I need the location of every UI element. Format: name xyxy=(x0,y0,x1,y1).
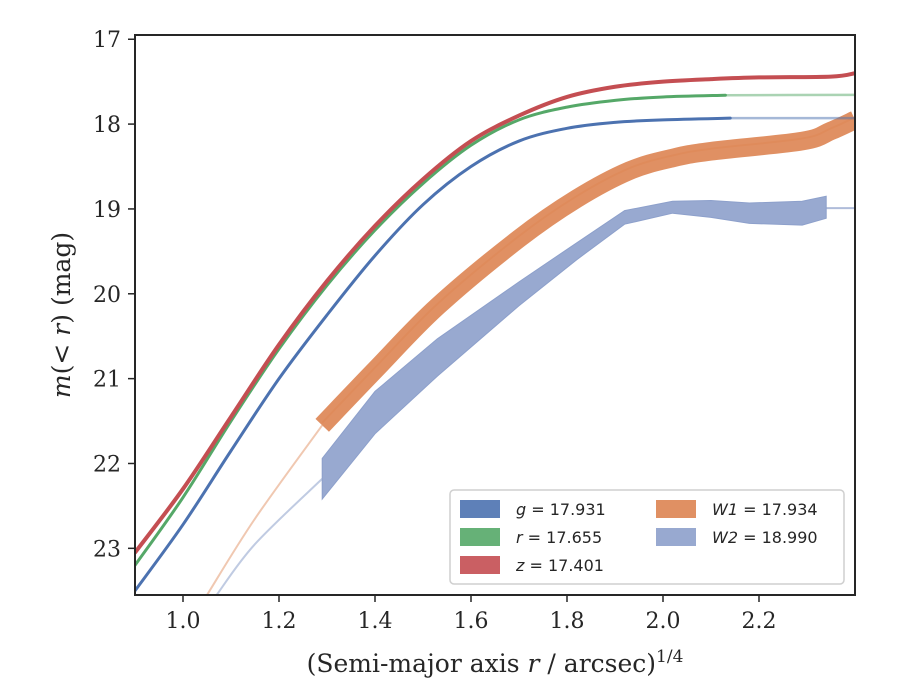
y-tick-label: 22 xyxy=(93,452,121,477)
z-series-line xyxy=(135,71,855,555)
y-tick-label: 19 xyxy=(93,198,121,223)
r-series-line xyxy=(135,93,727,567)
legend: g = 17.931 r = 17.655 z = 17.401 W1 = 17.93… xyxy=(449,489,845,585)
y-tick-label: 18 xyxy=(93,113,121,138)
x-tick-label: 1.4 xyxy=(358,609,393,634)
w1-model-line xyxy=(206,424,324,595)
g-series-line xyxy=(135,116,732,593)
y-tick-label: 20 xyxy=(93,283,121,308)
w1-series-band xyxy=(315,111,855,432)
legend-entry-z: z = 17.401 xyxy=(515,556,604,575)
legend-swatch xyxy=(460,500,500,518)
legend-entry-g: g = 17.931 xyxy=(516,500,606,519)
legend-swatch xyxy=(460,556,500,574)
axis-ticks: 1.0 1.2 1.4 1.6 1.8 2.0 2.2 17 18 19 20 21 22 23 xyxy=(93,28,777,634)
axes-frame xyxy=(134,34,856,596)
w2-model-line xyxy=(215,478,323,595)
legend-swatch xyxy=(460,528,500,546)
x-tick-label: 1.6 xyxy=(454,609,489,634)
legend-swatch xyxy=(656,528,696,546)
y-tick-label: 17 xyxy=(93,28,121,53)
x-axis-title: (Semi-major axis r / arcsec)1/4 xyxy=(307,647,684,678)
w2-series-band xyxy=(321,195,827,501)
legend-entry-w2: W2 = 18.990 xyxy=(712,528,818,547)
y-axis-title: m(< r) (mag) xyxy=(47,232,76,398)
x-tick-label: 1.8 xyxy=(550,609,585,634)
legend-box xyxy=(449,489,845,585)
y-tick-label: 23 xyxy=(93,537,121,562)
y-tick-label: 21 xyxy=(93,368,121,393)
x-tick-label: 1.2 xyxy=(262,609,297,634)
plot-area xyxy=(135,71,855,595)
x-tick-label: 1.0 xyxy=(166,609,201,634)
legend-entry-w1: W1 = 17.934 xyxy=(712,500,818,519)
legend-swatch xyxy=(656,500,696,518)
x-tick-label: 2.2 xyxy=(742,609,777,634)
x-tick-label: 2.0 xyxy=(646,609,681,634)
legend-entry-r: r = 17.655 xyxy=(516,528,602,547)
